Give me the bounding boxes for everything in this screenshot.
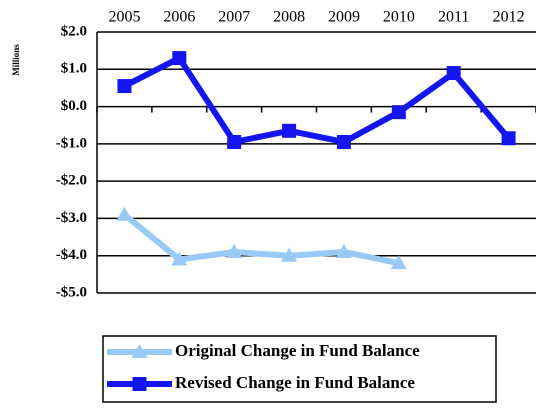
marker <box>117 79 132 94</box>
x-tick-label: 2012 <box>493 9 525 26</box>
y-tick-label: $2.0 <box>61 23 87 39</box>
y-tick-label: -$2.0 <box>56 173 87 189</box>
legend-label: Revised Change in Fund Balance <box>175 373 415 392</box>
y-axis-label: Millions <box>11 44 21 76</box>
marker <box>116 206 133 221</box>
x-tick-label: 2010 <box>383 9 415 26</box>
legend-box <box>102 335 497 403</box>
x-tick-label: 2009 <box>328 9 360 26</box>
y-tick-label: -$1.0 <box>56 135 87 151</box>
marker <box>281 247 298 262</box>
marker <box>335 243 352 258</box>
marker <box>227 134 242 149</box>
marker <box>390 255 407 270</box>
series-line <box>122 212 400 267</box>
marker <box>501 131 516 146</box>
y-tick-label: $1.0 <box>61 61 87 77</box>
y-tick-label: -$3.0 <box>56 210 87 226</box>
marker <box>282 123 297 138</box>
x-tick-label: 2005 <box>108 9 140 26</box>
marker <box>391 105 406 120</box>
marker <box>171 251 188 266</box>
marker <box>172 51 187 66</box>
marker <box>446 66 461 81</box>
y-tick-label: $0.0 <box>61 98 87 114</box>
y-tick-label: -$5.0 <box>56 284 87 300</box>
marker <box>131 344 148 358</box>
series-line <box>123 55 511 145</box>
x-tick-label: 2007 <box>218 9 250 26</box>
marker <box>226 243 243 258</box>
x-tick-label: 2008 <box>273 9 305 26</box>
marker <box>336 134 351 149</box>
x-tick-label: 2011 <box>438 9 469 26</box>
legend-label: Original Change in Fund Balance <box>175 341 420 360</box>
y-tick-label: -$4.0 <box>56 247 87 263</box>
x-tick-label: 2006 <box>163 9 195 26</box>
marker <box>132 377 147 391</box>
